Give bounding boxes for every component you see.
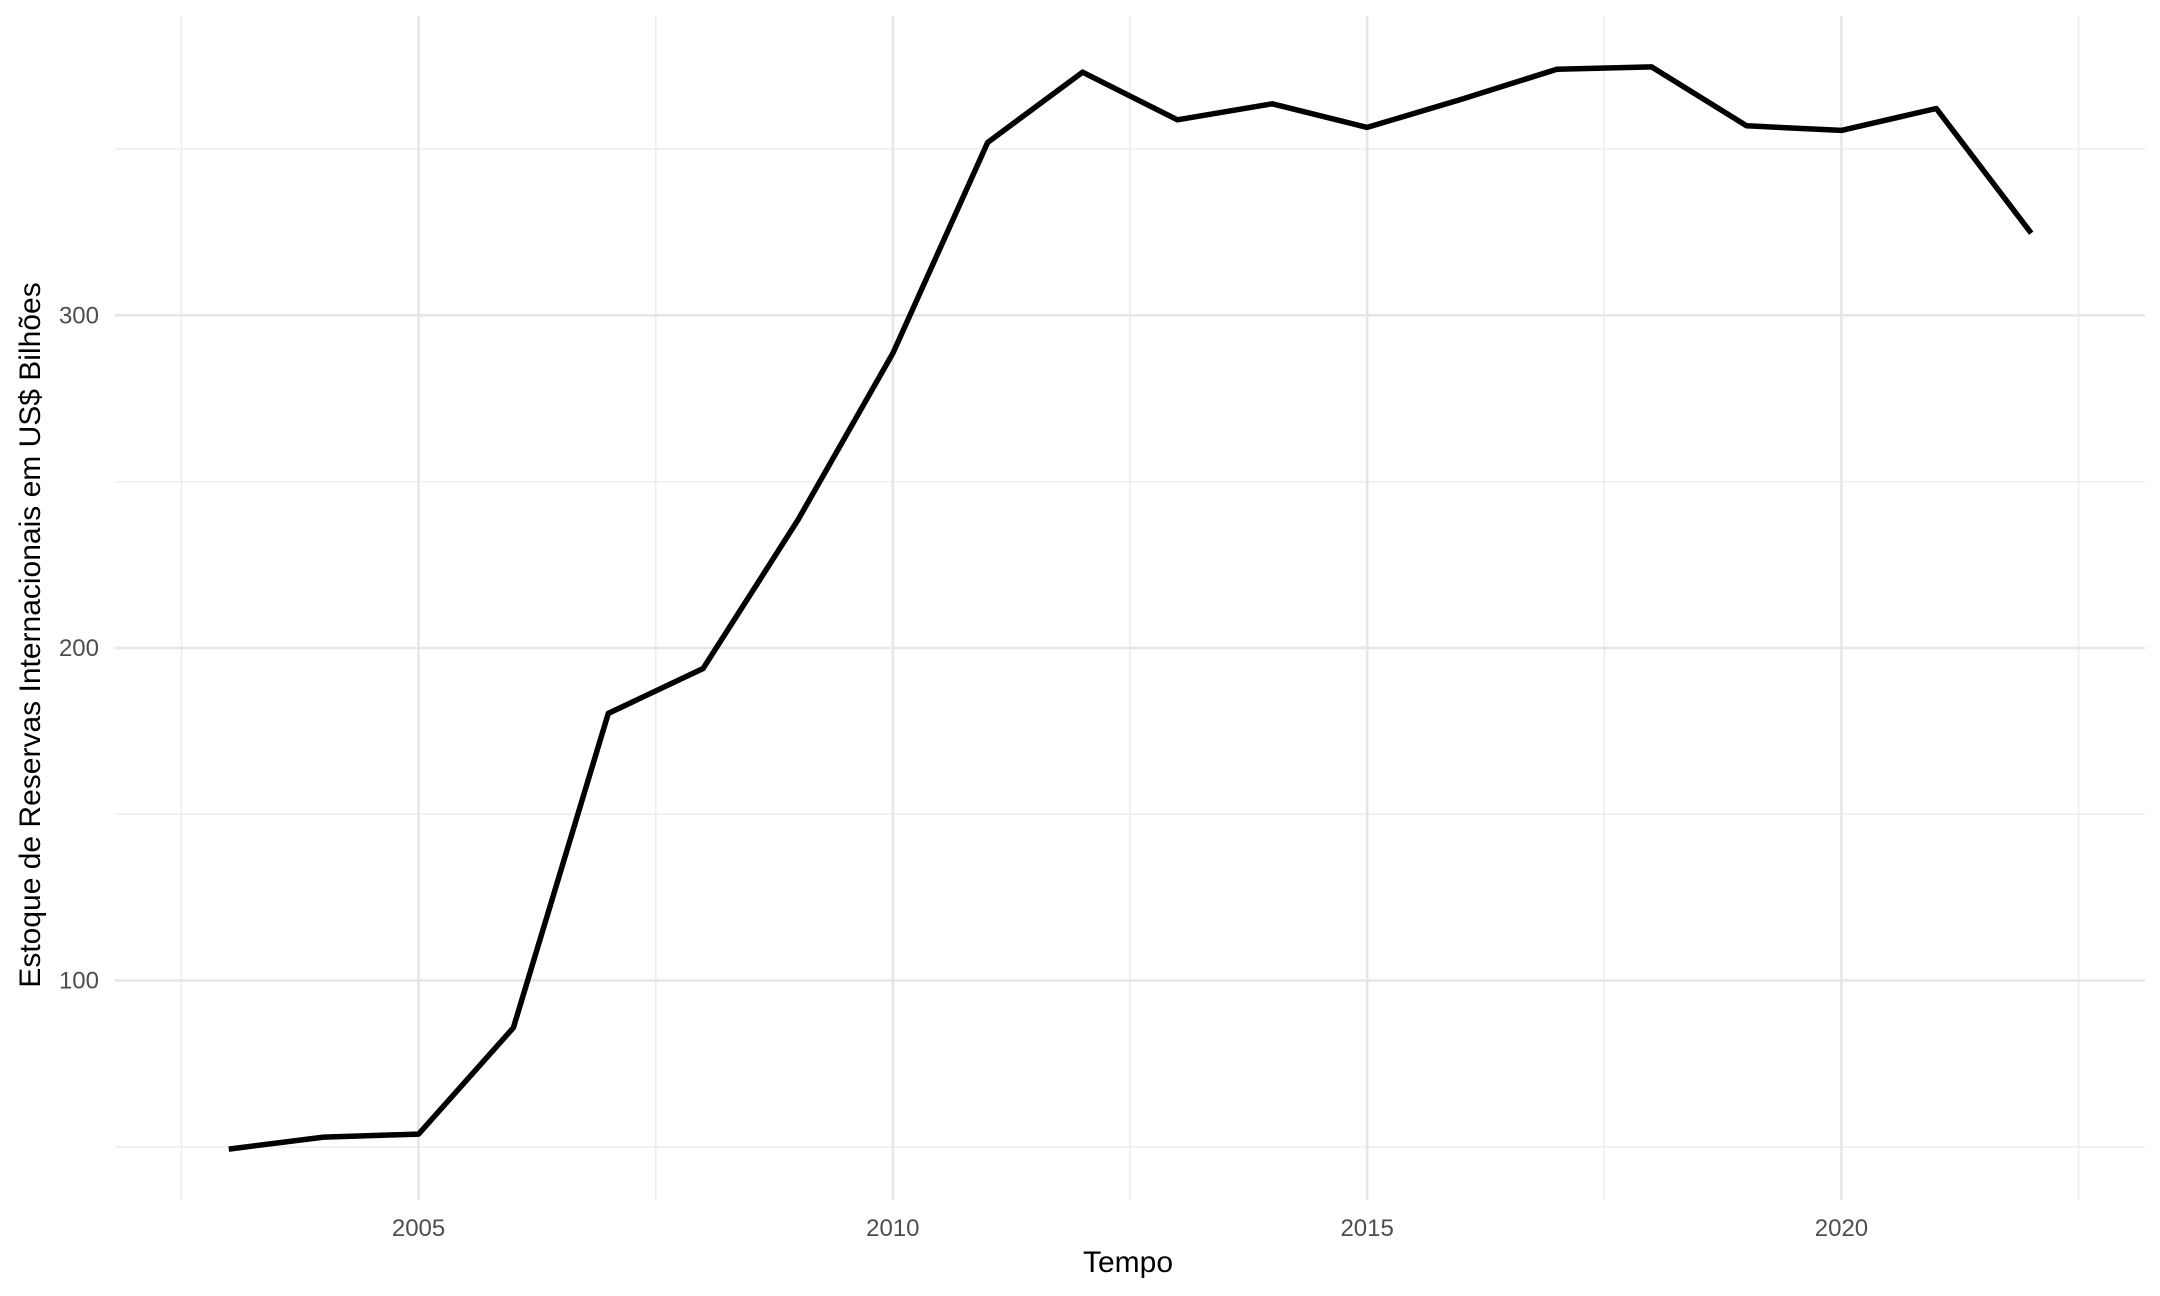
x-tick-label: 2005	[392, 1215, 445, 1242]
y-tick-label: 200	[59, 635, 99, 662]
y-tick-label: 100	[59, 967, 99, 994]
x-tick-label: 2020	[1815, 1215, 1868, 1242]
y-axis-ticks: 100 200 300	[59, 302, 99, 994]
major-gridlines	[115, 16, 2145, 1200]
series-layer	[228, 64, 2034, 1152]
series-line	[228, 64, 2034, 1152]
minor-gridlines	[115, 16, 2145, 1200]
y-tick-label: 300	[59, 302, 99, 329]
x-tick-label: 2015	[1340, 1215, 1393, 1242]
x-axis-title: Tempo	[1083, 1246, 1173, 1279]
y-axis-title: Estoque de Reservas Internacionais em US…	[14, 282, 47, 987]
x-axis-ticks: 2005 2010 2015 2020	[392, 1215, 1868, 1242]
x-tick-label: 2010	[866, 1215, 919, 1242]
